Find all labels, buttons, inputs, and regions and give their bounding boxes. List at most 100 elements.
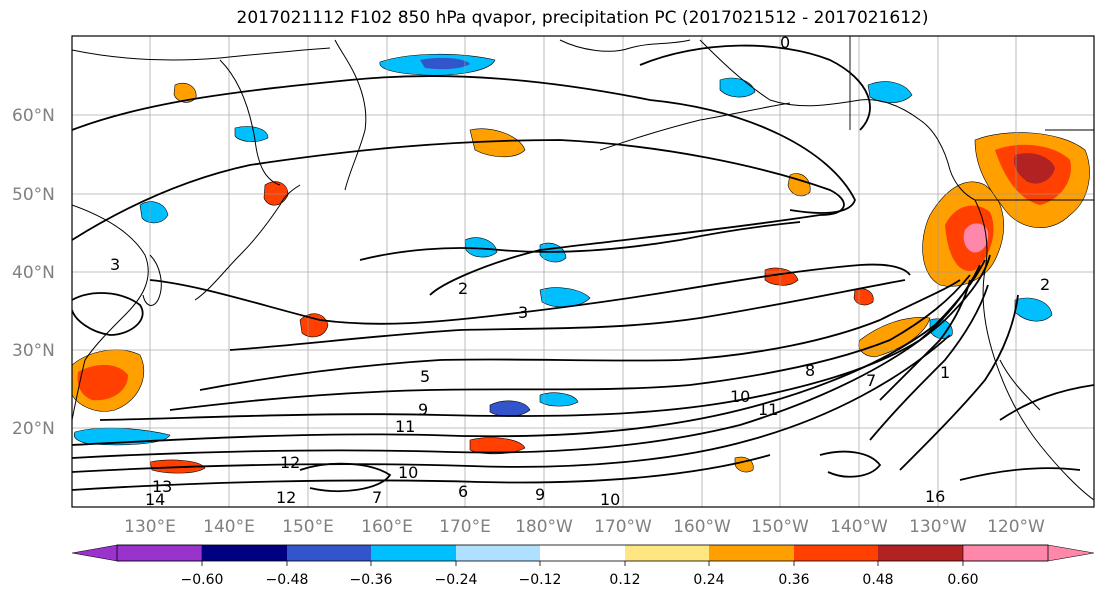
contour-12 <box>72 334 951 473</box>
coastline-asia-east <box>72 204 149 421</box>
coastline-korea <box>142 254 162 306</box>
precip-negative-subtropics-2 <box>539 392 579 407</box>
coastline-chukotka <box>559 39 691 52</box>
precip-positive-east-china-sea-core <box>77 364 128 401</box>
latitude-labels: 60°N 50°N 40°N 30°N 20°N <box>12 106 55 439</box>
colorbar-label: 0.24 <box>693 572 724 588</box>
colorbar-segment <box>794 545 878 561</box>
contour-11 <box>72 254 991 459</box>
contour-coast-2 <box>869 284 989 441</box>
precip-negative-sea-of-okhotsk-core <box>420 57 470 70</box>
coastline-aleutians <box>599 102 791 151</box>
coastline-kamchatka <box>334 39 367 191</box>
contour-label: 14 <box>145 490 165 509</box>
contour-10 <box>72 259 986 446</box>
lon-label: 170°E <box>439 517 491 537</box>
coastline-okhotsk <box>219 59 281 186</box>
precip-positive-central-pacific <box>469 128 526 158</box>
lon-label: 150°W <box>751 517 809 537</box>
colorbar: −0.60 −0.48 −0.36 −0.24 −0.12 0.12 0.24 … <box>71 544 1095 588</box>
precip-positive-small-2 <box>263 181 289 206</box>
precip-positive-ne-pacific-peak <box>963 223 989 253</box>
contour-3-outer <box>229 279 906 351</box>
contour-label: 7 <box>866 371 876 390</box>
colorbar-label: 0.12 <box>609 572 640 588</box>
map-area <box>72 36 1094 507</box>
longitude-labels: 130°E 140°E 150°E 160°E 170°E 180°W 170°… <box>124 517 1045 537</box>
colorbar-segment <box>709 545 794 561</box>
contour-label: 10 <box>398 463 418 482</box>
lat-label: 30°N <box>12 341 55 361</box>
colorbar-segment <box>456 545 540 561</box>
contour-label: 11 <box>395 417 415 436</box>
colorbar-label: 0.36 <box>778 572 809 588</box>
coastline-siberia <box>72 47 331 61</box>
map-title: 2017021112 F102 850 hPa qvapor, precipit… <box>236 8 929 28</box>
contour-subtropic-loop-2 <box>819 450 882 478</box>
contour-label: 3 <box>518 303 528 322</box>
map-frame <box>71 35 1095 508</box>
contour-label: 9 <box>535 485 545 504</box>
contour-east-2 <box>999 384 1094 421</box>
lon-label: 140°E <box>203 517 255 537</box>
colorbar-label: −0.36 <box>350 572 393 588</box>
colorbar-segment <box>71 544 203 562</box>
contour-coast-3 <box>899 294 1019 471</box>
contour-label: 2 <box>1040 275 1050 294</box>
colorbar-segment <box>540 545 625 561</box>
colorbar-label: 0.60 <box>947 572 978 588</box>
coastline-na-west <box>974 199 1094 501</box>
contour-3 <box>149 263 911 325</box>
coastline-baja <box>999 359 1041 411</box>
contour-label: 12 <box>276 488 296 507</box>
lon-label: 130°W <box>909 517 967 537</box>
contour-label: 10 <box>730 387 750 406</box>
lon-label: 130°E <box>124 517 176 537</box>
lon-label: 180°W <box>515 517 573 537</box>
precip-negative-small-2 <box>234 126 269 142</box>
contour-7 <box>169 274 971 411</box>
contour-labels: 0 1 2 2 3 3 5 7 8 9 10 11 12 13 14 6 7 9… <box>110 36 1050 509</box>
contour-2-inner <box>359 221 801 261</box>
contour-1-north <box>72 75 856 214</box>
contour-label: 7 <box>372 488 382 507</box>
colorbar-label: −0.12 <box>519 572 562 588</box>
contour-label: 10 <box>600 490 620 509</box>
colorbar-segment <box>962 544 1095 562</box>
lon-label: 170°W <box>594 517 652 537</box>
colorbar-segment <box>878 545 963 561</box>
graticule <box>72 36 1094 507</box>
colorbar-segment <box>202 545 287 561</box>
contour-subtropic-loop <box>299 462 392 493</box>
lon-label: 140°W <box>830 517 888 537</box>
contour-5 <box>199 279 961 391</box>
contour-13 <box>72 454 771 491</box>
lon-label: 120°W <box>987 517 1045 537</box>
contour-west-loop <box>72 292 144 336</box>
colorbar-label: 0.48 <box>862 572 893 588</box>
contour-label: 11 <box>758 400 778 419</box>
lat-label: 40°N <box>12 263 55 283</box>
lat-label: 60°N <box>12 106 55 126</box>
lat-label: 20°N <box>12 419 55 439</box>
contour-label: 3 <box>110 255 120 274</box>
contour-label: 12 <box>280 453 300 472</box>
contour-label: 6 <box>458 482 468 501</box>
precip-positive-bc-peak <box>1013 153 1055 184</box>
colorbar-label: −0.60 <box>181 572 224 588</box>
coastlines <box>72 39 1094 501</box>
contour-coast-1 <box>879 279 971 401</box>
colorbar-segment <box>287 545 371 561</box>
colorbar-label: −0.48 <box>266 572 309 588</box>
contour-label: 16 <box>925 487 945 506</box>
precip-anomaly-fills <box>72 53 1090 474</box>
lon-label: 160°E <box>361 517 413 537</box>
colorbar-label: −0.24 <box>435 572 478 588</box>
precip-positive-small-3 <box>787 173 811 197</box>
lon-label: 150°E <box>282 517 334 537</box>
lon-label: 160°W <box>673 517 731 537</box>
contour-label: 2 <box>458 279 468 298</box>
colorbar-segment <box>371 545 456 561</box>
contour-label: 8 <box>805 361 815 380</box>
